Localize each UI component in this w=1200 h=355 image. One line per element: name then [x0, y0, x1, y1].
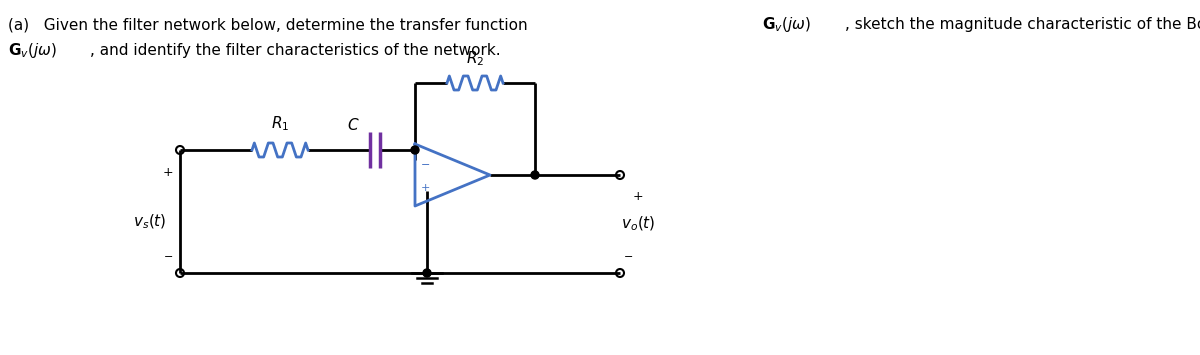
Text: $v_s(t)$: $v_s(t)$: [133, 212, 167, 231]
Text: , sketch the magnitude characteristic of the Bode plot for: , sketch the magnitude characteristic of…: [845, 17, 1200, 33]
Text: $v_o(t)$: $v_o(t)$: [620, 215, 655, 233]
Circle shape: [530, 171, 539, 179]
Text: $-$: $-$: [163, 250, 173, 260]
Text: $\mathbf{G}_{v}(j\omega)$: $\mathbf{G}_{v}(j\omega)$: [8, 40, 56, 60]
Text: $+$: $+$: [632, 191, 643, 203]
Text: $C$: $C$: [347, 117, 359, 133]
Text: , and identify the filter characteristics of the network.: , and identify the filter characteristic…: [90, 43, 500, 58]
Circle shape: [424, 269, 431, 277]
Circle shape: [412, 146, 419, 154]
Text: $-$: $-$: [420, 158, 430, 168]
Text: (a)   Given the filter network below, determine the transfer function: (a) Given the filter network below, dete…: [8, 17, 533, 33]
Text: $-$: $-$: [623, 250, 634, 260]
Text: $R_2$: $R_2$: [466, 49, 484, 68]
Text: $\mathbf{G}_{v}(j\omega)$: $\mathbf{G}_{v}(j\omega)$: [762, 16, 811, 34]
Text: $+$: $+$: [420, 182, 430, 193]
Text: $R_1$: $R_1$: [271, 114, 289, 133]
Text: $+$: $+$: [162, 165, 174, 179]
